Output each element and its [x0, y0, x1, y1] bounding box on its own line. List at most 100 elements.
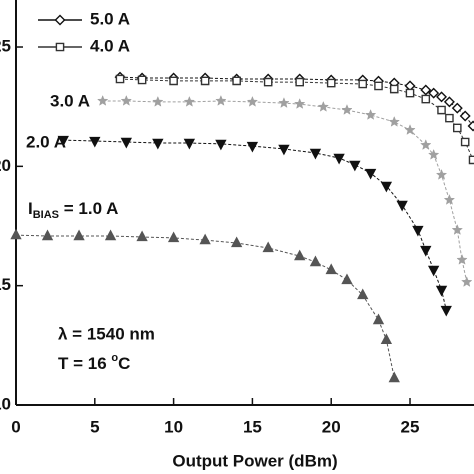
data-point [451, 102, 463, 114]
data-point [246, 95, 259, 107]
data-point [263, 77, 273, 87]
data-point [452, 123, 462, 133]
data-point [246, 141, 259, 153]
label-part: = 1.0 A [59, 199, 118, 218]
data-point [200, 76, 210, 86]
data-point [137, 75, 147, 85]
annotation-part: o [111, 352, 118, 364]
data-point [445, 113, 454, 123]
data-point [437, 105, 446, 115]
x-tick-label: 0 [11, 417, 20, 436]
annotation-part: C [118, 354, 130, 373]
series-line [119, 78, 474, 161]
data-point [309, 148, 322, 160]
data-point [167, 231, 180, 243]
data-point [427, 148, 440, 160]
x-tick-label: 15 [243, 417, 262, 436]
data-point [405, 88, 415, 98]
data-point [440, 305, 452, 317]
data-point [388, 371, 400, 383]
data-point [104, 229, 117, 241]
data-point [420, 84, 432, 96]
legend-label: 5.0 A [90, 9, 130, 28]
annotation-part: T = 16 [58, 354, 111, 373]
x-tick-label: 10 [164, 417, 183, 436]
y-tick-label: 25 [0, 36, 11, 55]
data-point [349, 160, 361, 172]
data-point [456, 253, 468, 265]
data-point [326, 78, 336, 88]
series-label: 2.0 A [26, 132, 66, 151]
series-label: 3.0 A [50, 91, 90, 110]
data-point [374, 81, 383, 91]
data-point [412, 225, 424, 237]
legend-marker [55, 42, 65, 52]
x-tick-label: 20 [322, 417, 341, 436]
series-line [102, 100, 468, 283]
data-point [420, 245, 432, 257]
legend-label: 4.0 A [90, 36, 130, 55]
data-point [341, 104, 353, 115]
data-point [278, 144, 290, 156]
data-point [183, 138, 196, 150]
annotation: T = 16 oC [58, 352, 130, 374]
label-part: I [28, 199, 33, 218]
data-point [357, 288, 369, 300]
data-point [459, 110, 471, 122]
data-point [294, 98, 306, 109]
data-point [120, 137, 132, 149]
data-point [436, 91, 448, 103]
data-point [388, 115, 400, 127]
data-point [467, 120, 474, 132]
data-point [333, 153, 345, 165]
data-point [215, 94, 227, 106]
data-point [364, 109, 377, 120]
data-point [152, 95, 164, 107]
data-point [278, 97, 290, 108]
data-point [152, 138, 164, 150]
data-point [404, 124, 416, 135]
data-point [460, 137, 470, 147]
data-point [169, 76, 178, 86]
x-tick-label: 5 [90, 417, 99, 436]
data-point [435, 285, 448, 297]
data-point [421, 94, 431, 104]
data-point [443, 194, 456, 205]
series-line [63, 139, 447, 311]
y-tick-label: 20 [0, 156, 11, 175]
data-point [183, 95, 196, 107]
data-point [468, 155, 474, 165]
data-point [451, 224, 463, 235]
data-point [57, 135, 69, 147]
data-point [380, 181, 393, 193]
data-point [232, 76, 241, 86]
data-point [341, 273, 353, 285]
x-axis-title: Output Power (dBm) [172, 451, 337, 470]
data-point [427, 265, 440, 277]
data-point [295, 77, 304, 87]
data-point [294, 249, 306, 261]
data-point [89, 136, 101, 148]
data-point [317, 100, 330, 112]
data-point [461, 276, 473, 287]
data-point [41, 229, 54, 241]
data-point [199, 233, 211, 245]
data-point [364, 168, 377, 180]
label-part: BIAS [33, 209, 59, 221]
data-point [372, 313, 385, 325]
data-point [115, 74, 125, 84]
data-point [428, 87, 440, 99]
data-point [389, 84, 399, 94]
data-point [380, 333, 393, 345]
data-point [215, 139, 227, 151]
data-point [420, 139, 432, 150]
series-label: IBIAS = 1.0 A [28, 199, 118, 220]
data-point [120, 94, 133, 106]
data-point [73, 229, 85, 241]
data-point [358, 79, 368, 89]
data-point [309, 255, 322, 267]
y-tick-label: 10 [0, 394, 11, 413]
data-point [10, 228, 22, 240]
data-point [435, 168, 448, 180]
